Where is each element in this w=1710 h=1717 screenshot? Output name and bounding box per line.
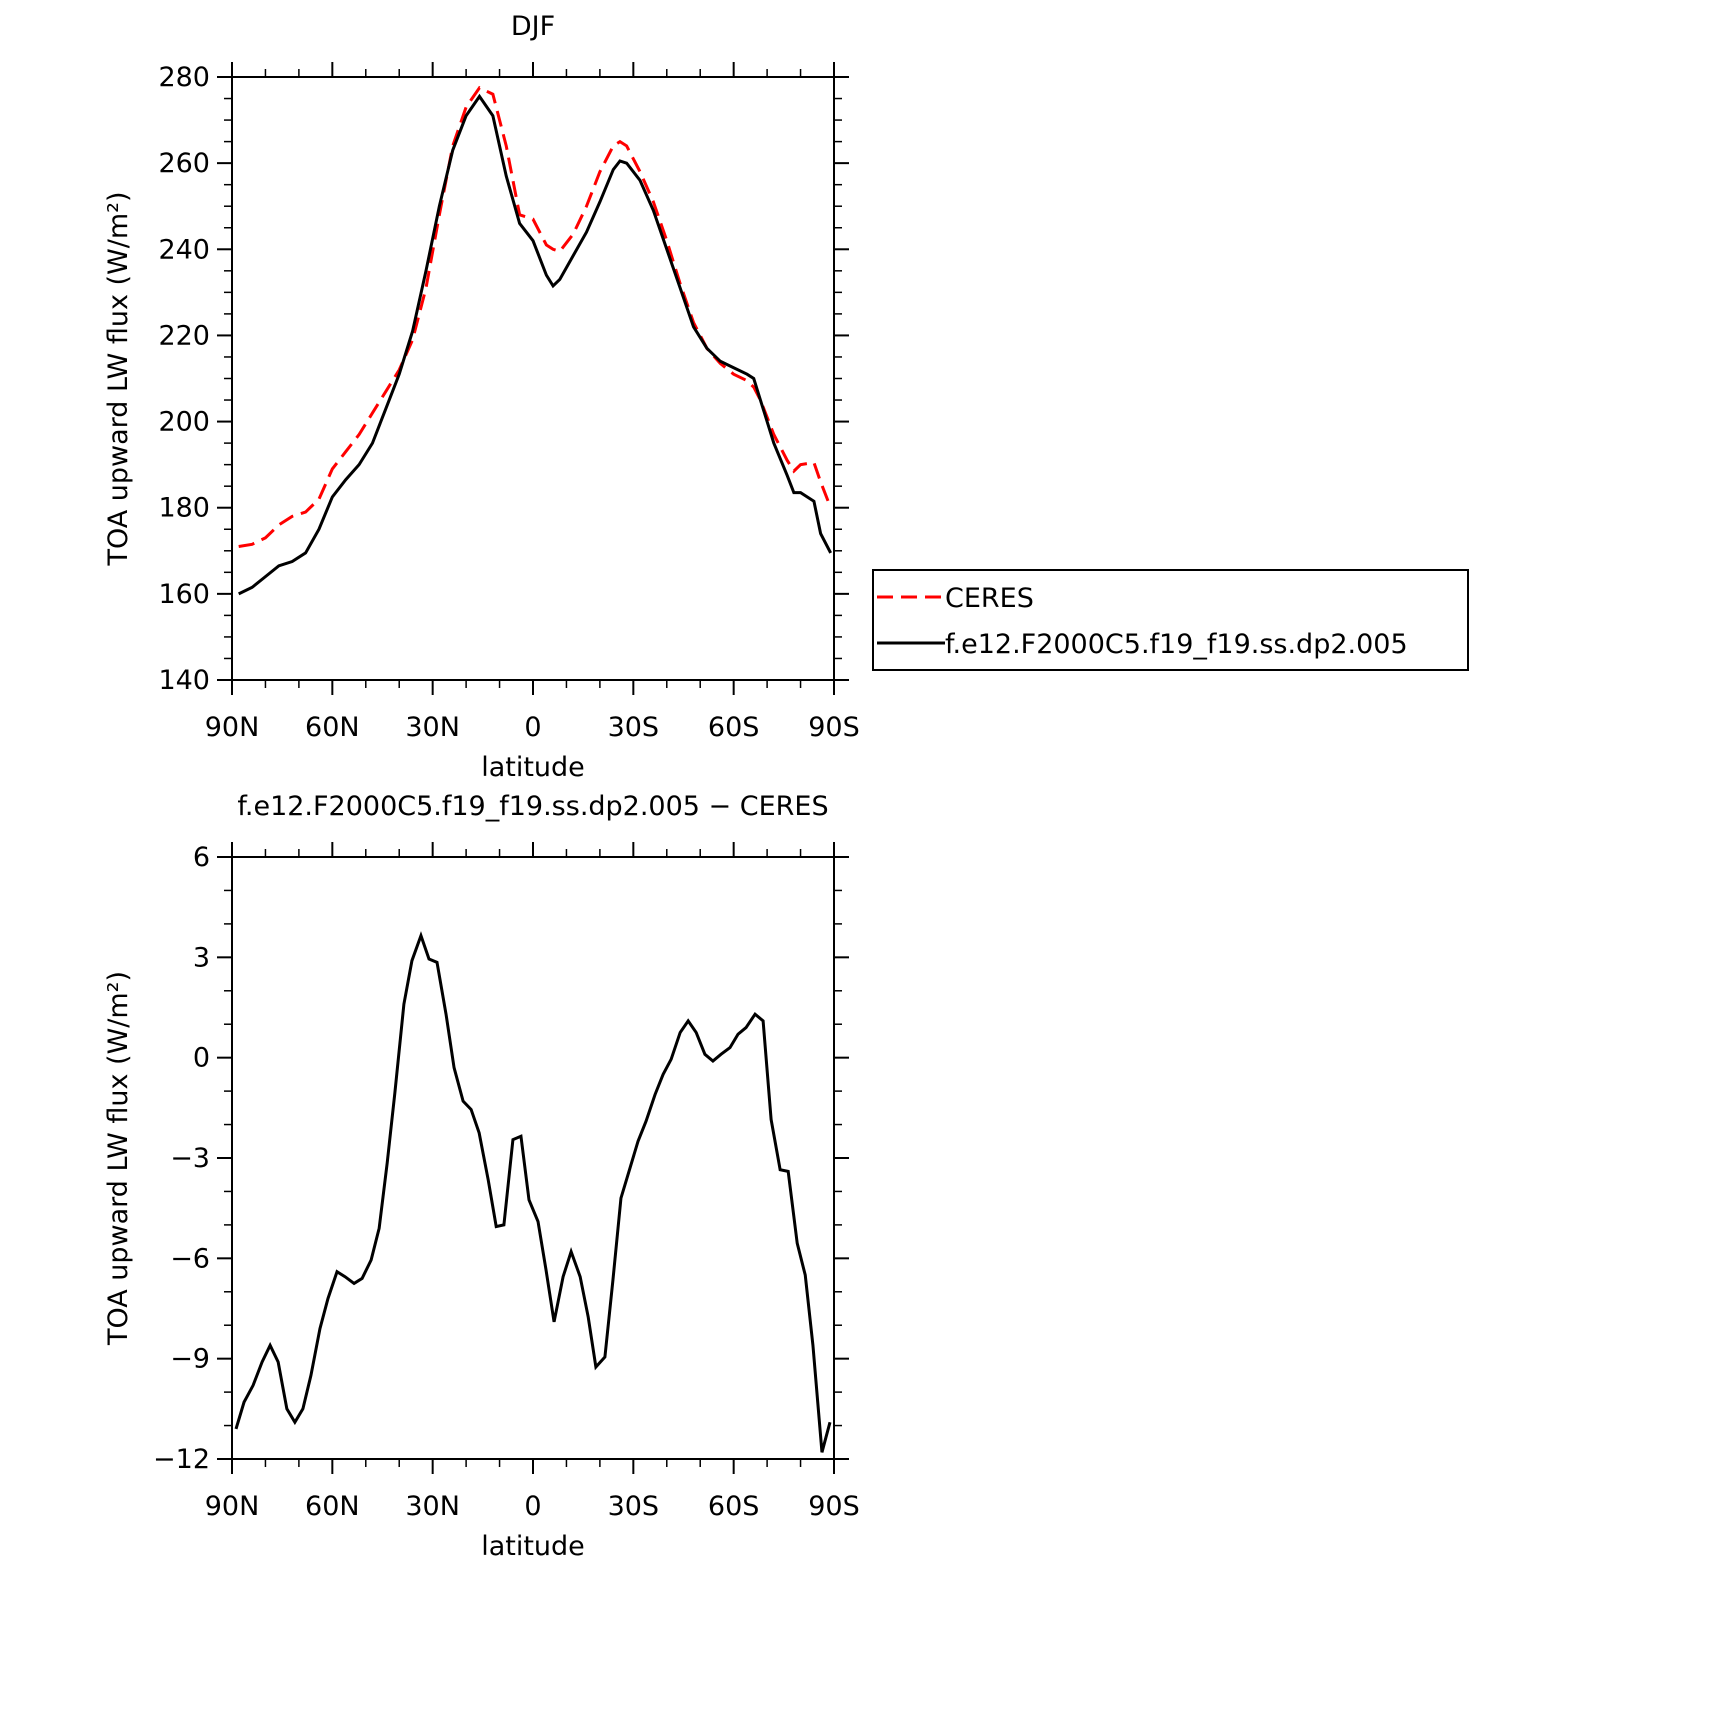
legend-box [872,569,1469,671]
x-tick-label: 90N [205,712,260,743]
y-tick-label: −3 [170,1143,210,1174]
x-tick-label: 90N [205,1491,260,1522]
data-line [238,93,832,596]
legend-label: CERES [945,583,1034,614]
x-tick-label: 30S [608,712,660,743]
chart-title: f.e12.F2000C5.f19_f19.ss.dp2.005 − CERES [237,791,828,822]
x-tick-label: 30N [405,1491,460,1522]
x-tick-label: 60N [305,1491,360,1522]
legend-label: f.e12.F2000C5.f19_f19.ss.dp2.005 [945,629,1408,660]
y-tick-label: 240 [158,234,210,265]
data-line [238,85,833,548]
plot-frame [231,856,835,1460]
y-axis-label: TOA upward LW flux (W/m²) [103,971,134,1346]
x-tick-label: 90S [808,712,860,743]
x-tick-label: 0 [524,712,541,743]
y-tick-label: 140 [158,665,210,696]
y-tick-label: 180 [158,493,210,524]
plot-frame [231,76,835,681]
y-tick-label: 6 [193,842,210,873]
x-axis-label: latitude [481,752,585,783]
x-tick-label: 60S [708,1491,760,1522]
data-line [234,931,832,1453]
x-tick-label: 30N [405,712,460,743]
x-tick-label: 0 [524,1491,541,1522]
y-tick-label: −12 [153,1444,210,1475]
y-tick-label: 0 [193,1043,210,1074]
y-tick-label: 280 [158,62,210,93]
y-tick-label: 200 [158,407,210,438]
y-tick-label: 160 [158,579,210,610]
x-tick-label: 30S [608,1491,660,1522]
x-tick-label: 60S [708,712,760,743]
x-axis-label: latitude [481,1531,585,1562]
y-tick-label: 260 [158,148,210,179]
y-tick-label: −9 [170,1344,210,1375]
chart-title: DJF [511,11,555,42]
y-tick-label: 3 [193,942,210,973]
y-tick-label: 220 [158,320,210,351]
y-axis-label: TOA upward LW flux (W/m²) [103,191,134,566]
y-tick-label: −6 [170,1243,210,1274]
x-tick-label: 90S [808,1491,860,1522]
x-tick-label: 60N [305,712,360,743]
